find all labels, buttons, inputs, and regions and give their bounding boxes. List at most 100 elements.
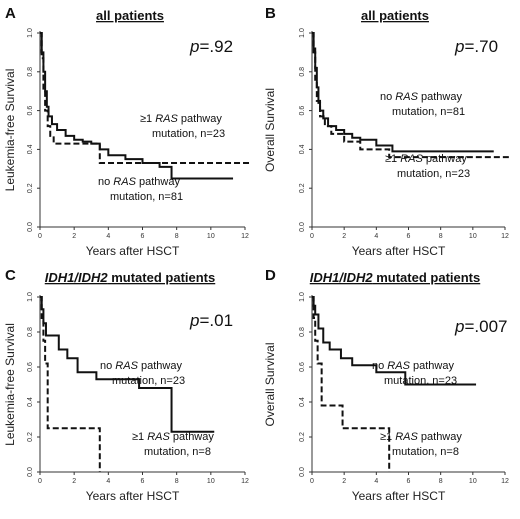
x-tick-label: 8 bbox=[175, 233, 179, 240]
x-tick-label: 0 bbox=[38, 478, 42, 485]
series-label-part: ≥1 bbox=[385, 153, 400, 165]
series-label-part: pathway bbox=[178, 113, 223, 125]
y-tick-label: 0.2 bbox=[299, 183, 306, 193]
series-label-part: RAS bbox=[147, 431, 170, 443]
x-tick-label: 0 bbox=[310, 478, 314, 485]
series-label-part: RAS bbox=[113, 176, 136, 188]
series-label-line1: ≥1 RAS pathway bbox=[132, 431, 214, 443]
p-value: p=.92 bbox=[189, 37, 233, 56]
x-tick-label: 6 bbox=[407, 478, 411, 485]
p-value-prefix: p bbox=[454, 317, 464, 336]
y-axis-title: Leukemia-free Survival bbox=[3, 323, 17, 446]
x-tick-label: 6 bbox=[141, 233, 145, 240]
panel-title: IDH1/IDH2 mutated patients bbox=[310, 270, 480, 285]
p-value-number: =.007 bbox=[464, 317, 507, 336]
series-label-part: pathway bbox=[418, 431, 463, 443]
x-tick-label: 8 bbox=[175, 478, 179, 485]
panel-label: D bbox=[265, 267, 276, 284]
x-axis-title: Years after HSCT bbox=[352, 489, 446, 503]
series-label-line1: ≥1 RAS pathway bbox=[380, 431, 462, 443]
panel-title-part: mutated patients bbox=[108, 270, 216, 285]
y-tick-label: 0.8 bbox=[299, 67, 306, 77]
series-label-part: no bbox=[100, 360, 115, 372]
y-axis-title: Overall Survival bbox=[263, 88, 277, 172]
y-tick-label: 0.4 bbox=[27, 144, 34, 154]
series-label-part: no bbox=[372, 360, 387, 372]
survival-curve-ras-mutated bbox=[40, 296, 101, 472]
y-tick-label: 1.0 bbox=[299, 292, 306, 302]
series-label-part: ≥1 bbox=[140, 113, 155, 125]
series-label-part: no bbox=[98, 176, 113, 188]
y-axis-title: Overall Survival bbox=[263, 342, 277, 426]
p-value: p=.007 bbox=[454, 317, 507, 336]
x-tick-label: 4 bbox=[106, 478, 110, 485]
y-tick-label: 0.0 bbox=[299, 467, 306, 477]
series-label-part: pathway bbox=[410, 360, 455, 372]
y-axis-title: Leukemia-free Survival bbox=[3, 69, 17, 192]
series-label-part: RAS bbox=[395, 431, 418, 443]
series-label-line1: ≥1 RAS pathway bbox=[140, 113, 222, 125]
series-label-line2: mutation, n=81 bbox=[392, 106, 465, 118]
series-label-part: RAS bbox=[115, 360, 138, 372]
panel-title-part: IDH1/IDH2 bbox=[45, 270, 109, 285]
panel-d: D IDH1/IDH2 mutated patients p=.007 0.0 0.2 0… bbox=[263, 267, 509, 503]
series-label-part: ≥1 bbox=[380, 431, 395, 443]
p-value-prefix: p bbox=[454, 37, 464, 56]
series-label-part: pathway bbox=[418, 91, 463, 103]
series-label-line2: mutation, n=8 bbox=[144, 446, 211, 458]
x-tick-label: 2 bbox=[342, 478, 346, 485]
panel-c: C IDH1/IDH2 mutated patients p=.01 0.0 0.2 0.… bbox=[3, 267, 249, 503]
survival-curve-no-ras bbox=[40, 296, 215, 433]
series-label-part: no bbox=[380, 91, 395, 103]
series-label-part: pathway bbox=[170, 431, 215, 443]
y-tick-label: 0.2 bbox=[299, 432, 306, 442]
series-label-part: RAS bbox=[395, 91, 418, 103]
panel-label: C bbox=[5, 267, 16, 284]
x-tick-label: 8 bbox=[439, 233, 443, 240]
panel-label: B bbox=[265, 5, 276, 22]
series-label-part: pathway bbox=[138, 360, 183, 372]
series-label-part: RAS bbox=[400, 153, 423, 165]
y-tick-label: 0.8 bbox=[27, 67, 34, 77]
series-label-line1: no RAS pathway bbox=[380, 91, 462, 103]
y-tick-label: 0.6 bbox=[27, 362, 34, 372]
y-tick-label: 0.8 bbox=[299, 327, 306, 337]
x-tick-label: 2 bbox=[72, 233, 76, 240]
series-label-line2: mutation, n=23 bbox=[384, 375, 457, 387]
p-value-prefix: p bbox=[189, 37, 199, 56]
series-label-part: RAS bbox=[155, 113, 178, 125]
y-tick-label: 0.4 bbox=[299, 144, 306, 154]
panel-label: A bbox=[5, 5, 16, 22]
x-tick-label: 10 bbox=[207, 233, 215, 240]
series-label-line1: no RAS pathway bbox=[98, 176, 180, 188]
x-tick-label: 4 bbox=[374, 478, 378, 485]
p-value: p=.01 bbox=[189, 311, 233, 330]
series-label-line1: no RAS pathway bbox=[100, 360, 182, 372]
x-axis-title: Years after HSCT bbox=[352, 244, 446, 258]
x-tick-label: 10 bbox=[469, 233, 477, 240]
x-tick-label: 2 bbox=[72, 478, 76, 485]
series-label-line2: mutation, n=8 bbox=[392, 446, 459, 458]
p-value-prefix: p bbox=[189, 311, 199, 330]
x-axis-title: Years after HSCT bbox=[86, 244, 180, 258]
x-tick-label: 12 bbox=[501, 478, 509, 485]
survival-curve-no-ras bbox=[312, 296, 477, 386]
series-label-line2: mutation, n=23 bbox=[112, 375, 185, 387]
x-tick-label: 4 bbox=[106, 233, 110, 240]
x-tick-label: 8 bbox=[439, 478, 443, 485]
series-label-part: pathway bbox=[423, 153, 468, 165]
y-tick-label: 1.0 bbox=[299, 28, 306, 38]
x-tick-label: 6 bbox=[407, 233, 411, 240]
series-label-line2: mutation, n=23 bbox=[397, 168, 470, 180]
survival-curve-no-ras bbox=[40, 32, 234, 180]
series-label-part: RAS bbox=[387, 360, 410, 372]
series-label-line2: mutation, n=23 bbox=[152, 128, 225, 140]
y-tick-label: 0.6 bbox=[27, 106, 34, 116]
series-label-part: ≥1 bbox=[132, 431, 147, 443]
y-tick-label: 1.0 bbox=[27, 292, 34, 302]
x-tick-label: 2 bbox=[342, 233, 346, 240]
x-tick-label: 12 bbox=[241, 233, 249, 240]
x-tick-label: 0 bbox=[38, 233, 42, 240]
series-label-line2: mutation, n=81 bbox=[110, 191, 183, 203]
